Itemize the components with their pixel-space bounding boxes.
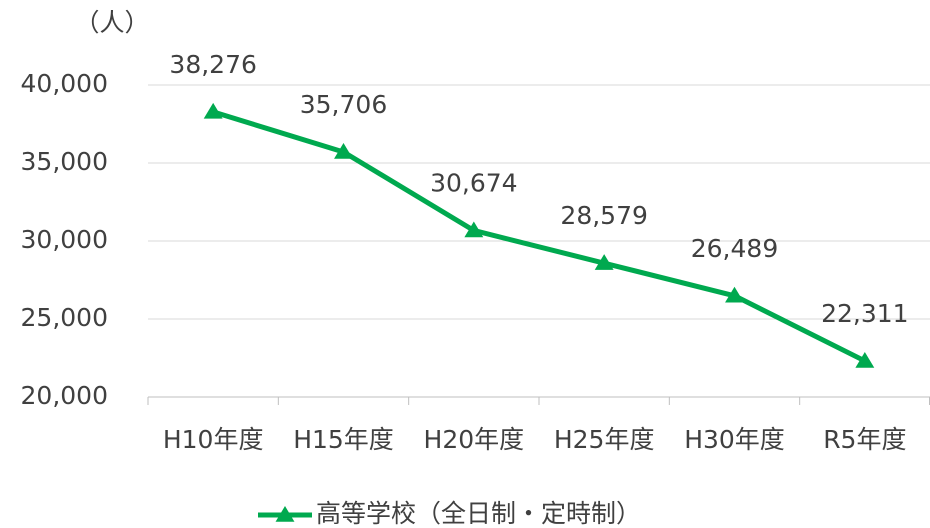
y-unit-label: （人） <box>74 8 149 37</box>
data-point <box>594 254 614 270</box>
data-point <box>334 142 353 159</box>
data-label: 38,276 <box>169 50 256 79</box>
data-point <box>203 102 223 119</box>
y-tick-label: 20,000 <box>21 381 108 410</box>
y-tick-label: 40,000 <box>21 69 108 98</box>
data-point <box>725 286 744 303</box>
data-label: 28,579 <box>560 201 647 230</box>
legend-label: 高等学校（全日制・定時制） <box>316 499 641 528</box>
data-label: 30,674 <box>430 168 517 197</box>
data-label: 35,706 <box>300 90 387 119</box>
y-tick-label: 30,000 <box>21 225 108 254</box>
y-tick-label: 25,000 <box>21 303 108 332</box>
x-tick-label: H10年度 <box>163 425 264 454</box>
x-tick-label: H30年度 <box>684 425 785 454</box>
x-tick-label: R5年度 <box>823 425 906 454</box>
legend-marker <box>275 506 295 522</box>
x-tick-label: H25年度 <box>554 425 655 454</box>
data-point <box>464 221 484 238</box>
x-tick-label: H15年度 <box>293 425 394 454</box>
y-tick-label: 35,000 <box>21 147 108 176</box>
data-point <box>855 351 875 368</box>
data-label: 26,489 <box>691 234 778 263</box>
series-line <box>212 109 866 364</box>
data-label: 22,311 <box>821 299 908 328</box>
x-tick-label: H20年度 <box>424 425 525 454</box>
